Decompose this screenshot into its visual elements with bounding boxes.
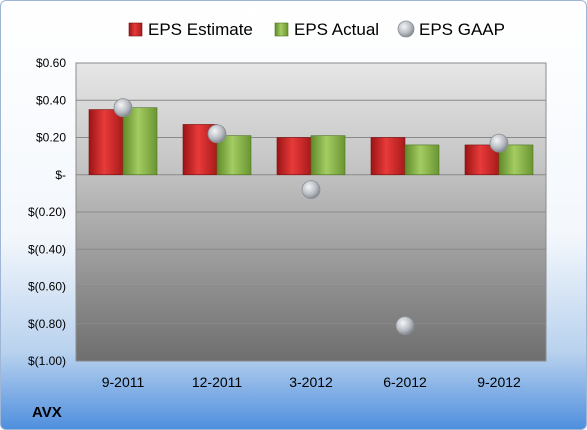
y-tick-label: $(0.80) [28,317,66,331]
bar-eps-estimate [276,137,312,176]
point-eps-gaap [489,133,509,153]
x-category-label: 6-2012 [383,374,427,390]
point-eps-gaap [395,316,415,336]
ticker-label: AVX [32,404,62,421]
point-eps-gaap [301,180,321,200]
y-tick-label: $0.40 [36,93,66,107]
legend-label: EPS Actual [294,20,379,39]
x-category-label: 9-2011 [102,374,145,390]
bars [88,107,534,176]
x-category-label: 12-2011 [192,374,243,390]
legend-swatch [274,22,289,37]
y-tick-label: $(0.60) [28,280,66,294]
bar-eps-estimate [88,109,124,176]
legend: EPS Estimate EPS Actual EPS GAAP [128,20,505,39]
x-category-label: 3-2012 [289,374,333,390]
bar-eps-actual [122,107,158,176]
y-tick-label: $0.60 [36,56,66,70]
x-axis-category-labels: 9-2011 12-2011 3-2012 6-2012 9-2012 [102,374,521,390]
bar-eps-actual [404,144,440,176]
legend-label: EPS GAAP [419,20,505,39]
y-tick-label: $(0.40) [28,242,66,256]
y-tick-label: $(1.00) [28,354,66,368]
y-tick-label: $- [55,168,66,182]
point-eps-gaap [113,98,133,118]
gridlines [76,62,546,362]
bar-eps-actual [216,135,252,176]
x-category-label: 9-2012 [477,374,521,390]
y-axis-tick-labels: $0.60 $0.40 $0.20 $- $(0.20) $(0.40) $(0.60) $(… [28,56,66,368]
y-tick-label: $(0.20) [28,205,66,219]
y-tick-label: $0.20 [36,131,66,145]
legend-swatch [128,22,143,37]
legend-swatch [397,20,415,38]
bar-eps-actual [310,135,346,176]
bar-eps-estimate [370,137,406,176]
point-eps-gaap [207,124,227,144]
gaap-points [113,98,509,336]
legend-label: EPS Estimate [148,20,253,39]
